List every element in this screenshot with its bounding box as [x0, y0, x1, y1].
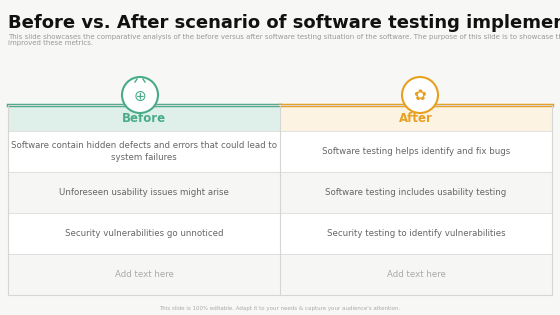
Text: This slide showcases the comparative analysis of the before versus after softwar: This slide showcases the comparative ana… — [8, 34, 560, 40]
Text: Before: Before — [122, 112, 166, 124]
Text: Unforeseen usability issues might arise: Unforeseen usability issues might arise — [59, 188, 229, 197]
Circle shape — [122, 77, 158, 113]
Text: After: After — [399, 112, 433, 124]
Text: Add text here: Add text here — [386, 270, 445, 279]
Bar — [280, 131, 552, 172]
Text: improved these metrics.: improved these metrics. — [8, 40, 93, 46]
Bar — [8, 105, 552, 295]
Bar — [8, 105, 280, 131]
Bar — [280, 254, 552, 295]
Text: ✿: ✿ — [414, 88, 426, 102]
Bar — [8, 131, 280, 172]
Text: This slide is 100% editable. Adapt it to your needs & capture your audience's at: This slide is 100% editable. Adapt it to… — [160, 306, 400, 311]
Text: Software testing helps identify and fix bugs: Software testing helps identify and fix … — [322, 147, 510, 156]
Text: Add text here: Add text here — [115, 270, 174, 279]
Text: Software contain hidden defects and errors that could lead to
system failures: Software contain hidden defects and erro… — [11, 141, 277, 162]
Bar — [8, 254, 280, 295]
Text: ⊕: ⊕ — [134, 89, 146, 104]
Bar — [8, 105, 552, 295]
Text: Software testing includes usability testing: Software testing includes usability test… — [325, 188, 507, 197]
Text: Before vs. After scenario of software testing implementation: Before vs. After scenario of software te… — [8, 14, 560, 32]
Bar — [8, 213, 280, 254]
Text: Security testing to identify vulnerabilities: Security testing to identify vulnerabili… — [326, 229, 505, 238]
Bar — [280, 105, 552, 131]
Bar — [8, 172, 280, 213]
Bar — [280, 172, 552, 213]
Circle shape — [402, 77, 438, 113]
Text: Security vulnerabilities go unnoticed: Security vulnerabilities go unnoticed — [65, 229, 223, 238]
Bar — [280, 213, 552, 254]
